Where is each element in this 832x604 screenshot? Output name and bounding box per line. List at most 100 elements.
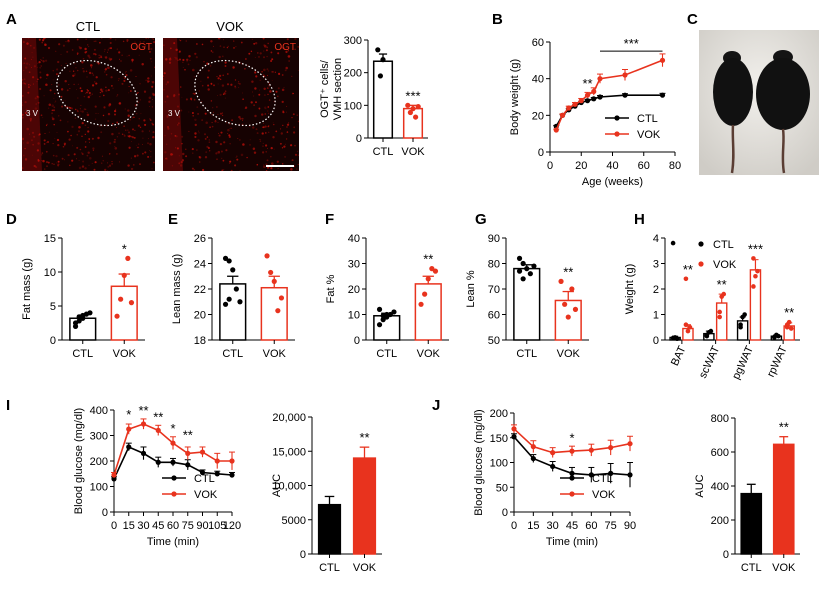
cell-speck (35, 103, 37, 105)
cell-speck (69, 164, 71, 167)
cell-speck (262, 164, 264, 166)
cell-speck (52, 70, 54, 72)
cell-speck (108, 153, 111, 155)
cell-speck (81, 135, 83, 137)
significance-marker: *** (624, 36, 639, 51)
data-point (413, 114, 419, 120)
cell-speck (222, 159, 225, 162)
cell-speck (198, 156, 201, 158)
cell-speck (263, 165, 266, 168)
cell-speck (63, 159, 66, 161)
cell-speck (180, 40, 182, 42)
significance-marker: * (126, 407, 131, 422)
cell-speck (286, 126, 288, 128)
cell-speck (266, 55, 268, 58)
cell-speck (209, 65, 212, 67)
cell-speck (43, 142, 46, 145)
cell-speck (116, 48, 118, 50)
cell-speck (262, 38, 265, 40)
cell-speck (107, 112, 111, 116)
y-tick-label: 10 (44, 267, 56, 279)
cell-speck (234, 164, 237, 167)
cell-speck (60, 53, 62, 55)
data-point (418, 301, 424, 307)
cell-speck (109, 153, 111, 155)
cell-speck (107, 162, 109, 164)
cell-speck (33, 65, 37, 68)
cell-speck (169, 47, 172, 50)
cell-speck (36, 95, 39, 98)
cell-speck (95, 76, 98, 79)
cell-speck (262, 142, 264, 144)
cell-speck (129, 90, 132, 92)
cell-speck (285, 66, 288, 70)
data-point (717, 314, 722, 320)
cell-speck (179, 86, 182, 88)
cell-speck (185, 98, 188, 101)
cell-speck (65, 41, 67, 43)
cell-speck (71, 107, 74, 110)
cell-speck (286, 111, 288, 113)
cell-speck (43, 139, 46, 142)
legend-marker (171, 475, 177, 481)
cell-speck (205, 151, 208, 154)
cell-speck (103, 56, 105, 58)
cell-speck (26, 141, 29, 144)
cell-speck (136, 154, 139, 157)
cell-speck (31, 154, 33, 156)
data-point (125, 255, 131, 261)
cell-speck (138, 43, 141, 46)
cell-speck (219, 78, 222, 81)
cell-speck (112, 87, 114, 89)
cell-speck (141, 130, 144, 133)
cell-speck (229, 127, 230, 129)
cell-speck (253, 104, 255, 107)
y-tick-label: 200 (711, 515, 729, 527)
cell-speck (265, 169, 268, 171)
cell-speck (56, 73, 58, 75)
data-point (520, 276, 526, 282)
cell-speck (64, 79, 67, 83)
data-point (376, 322, 383, 328)
cell-speck (87, 126, 89, 129)
cell-speck (269, 90, 272, 93)
data-point (387, 311, 393, 318)
y-axis-label: Fat mass (g) (21, 258, 33, 320)
y-tick-label: 3 (653, 259, 659, 271)
cell-speck (278, 72, 281, 75)
cell-speck (258, 93, 261, 96)
cell-speck (134, 129, 136, 131)
cell-speck (82, 70, 85, 73)
y-axis-label: OGT⁺ cells/ (319, 59, 331, 118)
y-tick-label: 200 (90, 456, 108, 468)
cell-speck (64, 100, 66, 102)
cell-speck (132, 128, 134, 131)
cell-speck (74, 117, 77, 119)
cell-speck (58, 43, 61, 46)
cell-speck (207, 69, 210, 72)
panel-letter-g: G (475, 211, 487, 228)
cell-speck (177, 59, 179, 62)
x-tick-label: 30 (137, 520, 149, 532)
cell-speck (283, 145, 286, 148)
cell-speck (294, 48, 296, 50)
bar-ctl (372, 60, 394, 139)
cell-speck (250, 101, 253, 104)
cell-speck (76, 146, 79, 149)
cell-speck (102, 114, 105, 117)
cell-speck (51, 104, 54, 107)
cell-speck (270, 156, 272, 158)
cell-speck (104, 168, 107, 171)
cell-speck (90, 67, 92, 69)
cell-speck (51, 116, 53, 118)
cell-speck (204, 156, 208, 159)
y-axis-label: AUC (694, 474, 706, 497)
cell-speck (75, 88, 78, 90)
cell-speck (26, 62, 29, 65)
cell-speck (252, 147, 256, 150)
cell-speck (57, 60, 60, 64)
y-tick-label: 1 (653, 310, 659, 322)
cell-speck (36, 149, 40, 152)
